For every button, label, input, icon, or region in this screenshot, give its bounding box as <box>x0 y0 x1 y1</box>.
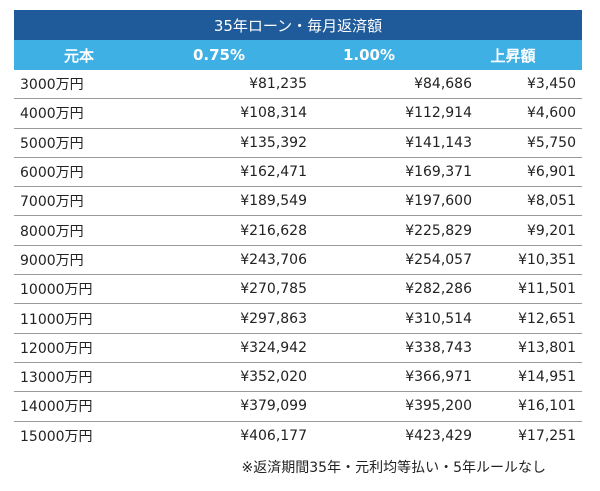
cell-increase: ¥14,951 <box>518 369 576 386</box>
table-title-text: 35年ローン・毎月返済額 <box>213 16 383 35</box>
table-row: 7000万円 ¥189,549 ¥197,600 ¥8,051 <box>14 187 582 217</box>
cell-payment-100: ¥169,371 <box>405 164 472 181</box>
cell-principal: 10000万円 <box>20 282 93 299</box>
cell-payment-075: ¥352,020 <box>240 369 307 386</box>
cell-payment-100: ¥141,143 <box>405 134 472 151</box>
cell-payment-075: ¥189,549 <box>240 193 307 210</box>
table-row: 10000万円 ¥270,785 ¥282,286 ¥11,501 <box>14 275 582 305</box>
table-row: 15000万円 ¥406,177 ¥423,429 ¥17,251 <box>14 422 582 451</box>
cell-payment-075: ¥81,235 <box>249 76 307 93</box>
cell-payment-100: ¥366,971 <box>405 369 472 386</box>
cell-increase: ¥9,201 <box>527 222 576 239</box>
cell-payment-075: ¥406,177 <box>240 428 307 445</box>
cell-increase: ¥17,251 <box>518 428 576 445</box>
table-row: 8000万円 ¥216,628 ¥225,829 ¥9,201 <box>14 216 582 246</box>
table-row: 6000万円 ¥162,471 ¥169,371 ¥6,901 <box>14 158 582 188</box>
table-row: 3000万円 ¥81,235 ¥84,686 ¥3,450 <box>14 70 582 100</box>
cell-payment-075: ¥324,942 <box>240 339 307 356</box>
table-title: 35年ローン・毎月返済額 <box>14 10 582 40</box>
cell-increase: ¥3,450 <box>527 76 576 93</box>
cell-payment-100: ¥395,200 <box>405 398 472 415</box>
cell-increase: ¥4,600 <box>527 105 576 122</box>
cell-increase: ¥13,801 <box>518 339 576 356</box>
cell-payment-100: ¥112,914 <box>405 105 472 122</box>
table-row: 4000万円 ¥108,314 ¥112,914 ¥4,600 <box>14 99 582 129</box>
table-row: 13000万円 ¥352,020 ¥366,971 ¥14,951 <box>14 363 582 393</box>
cell-increase: ¥5,750 <box>527 134 576 151</box>
header-principal: 元本 <box>63 46 94 65</box>
cell-principal: 5000万円 <box>20 135 84 152</box>
cell-payment-100: ¥282,286 <box>405 281 472 298</box>
cell-payment-075: ¥379,099 <box>240 398 307 415</box>
cell-increase: ¥6,901 <box>527 164 576 181</box>
cell-payment-100: ¥197,600 <box>405 193 472 210</box>
cell-principal: 8000万円 <box>20 223 84 240</box>
cell-increase: ¥8,051 <box>527 193 576 210</box>
cell-payment-075: ¥108,314 <box>240 105 307 122</box>
table-row: 5000万円 ¥135,392 ¥141,143 ¥5,750 <box>14 129 582 158</box>
loan-repayment-table: 35年ローン・毎月返済額 元本 0.75% 1.00% 上昇額 3000万円 ¥8… <box>14 10 582 451</box>
cell-principal: 3000万円 <box>20 77 84 94</box>
cell-payment-100: ¥225,829 <box>405 222 472 239</box>
cell-payment-075: ¥135,392 <box>240 134 307 151</box>
cell-payment-075: ¥216,628 <box>240 222 307 239</box>
cell-principal: 13000万円 <box>20 370 93 387</box>
cell-principal: 4000万円 <box>20 106 84 123</box>
header-rate-100: 1.00% <box>342 46 396 64</box>
cell-payment-100: ¥338,743 <box>405 339 472 356</box>
cell-principal: 9000万円 <box>20 252 84 269</box>
cell-payment-075: ¥270,785 <box>240 281 307 298</box>
cell-increase: ¥10,351 <box>518 251 576 268</box>
cell-payment-100: ¥254,057 <box>405 251 472 268</box>
footnote: ※返済期間35年・元利均等払い・5年ルールなし <box>241 460 546 476</box>
table-row: 9000万円 ¥243,706 ¥254,057 ¥10,351 <box>14 246 582 276</box>
table-body: 3000万円 ¥81,235 ¥84,686 ¥3,450 4000万円 ¥108,314… <box>14 70 582 451</box>
cell-principal: 7000万円 <box>20 194 84 211</box>
cell-payment-075: ¥162,471 <box>240 164 307 181</box>
header-increase: 上昇額 <box>490 46 536 65</box>
cell-principal: 15000万円 <box>20 429 93 446</box>
cell-payment-075: ¥243,706 <box>240 251 307 268</box>
cell-payment-100: ¥310,514 <box>405 310 472 327</box>
table-row: 14000万円 ¥379,099 ¥395,200 ¥16,101 <box>14 392 582 422</box>
cell-principal: 6000万円 <box>20 165 84 182</box>
header-rate-075: 0.75% <box>192 46 246 64</box>
cell-payment-100: ¥84,686 <box>414 76 472 93</box>
table-row: 11000万円 ¥297,863 ¥310,514 ¥12,651 <box>14 304 582 334</box>
cell-increase: ¥12,651 <box>518 310 576 327</box>
cell-increase: ¥11,501 <box>518 281 576 298</box>
cell-principal: 12000万円 <box>20 340 93 357</box>
table-row: 12000万円 ¥324,942 ¥338,743 ¥13,801 <box>14 334 582 363</box>
cell-principal: 14000万円 <box>20 399 93 416</box>
table-header-row: 元本 0.75% 1.00% 上昇額 <box>14 40 582 70</box>
cell-payment-100: ¥423,429 <box>405 428 472 445</box>
cell-increase: ¥16,101 <box>518 398 576 415</box>
cell-payment-075: ¥297,863 <box>240 310 307 327</box>
cell-principal: 11000万円 <box>20 311 93 328</box>
